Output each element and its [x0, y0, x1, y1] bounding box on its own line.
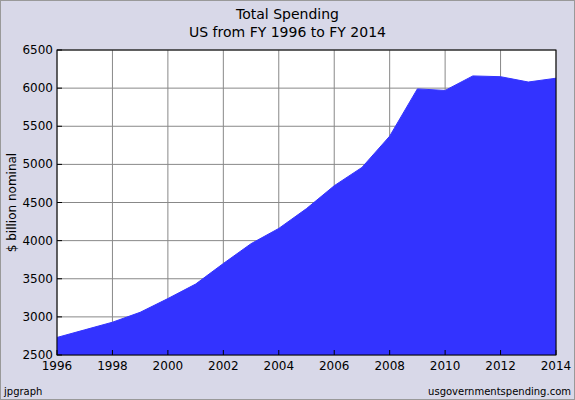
y-tick-label: 3500: [22, 272, 53, 286]
x-tick-label: 1996: [42, 359, 73, 373]
tick: [57, 278, 62, 279]
y-tick-label: 6000: [22, 81, 53, 95]
background: [1, 1, 575, 400]
y-tick-label: 4000: [22, 234, 53, 248]
x-tick-label: 2000: [153, 359, 184, 373]
tick: [112, 350, 113, 355]
tick: [57, 164, 62, 165]
tick: [57, 316, 62, 317]
x-tick-label: 2010: [430, 359, 461, 373]
credit: jpgraph: [3, 386, 42, 397]
x-tick-label: 1998: [97, 359, 128, 373]
subtitle: US from FY 1996 to FY 2014: [189, 24, 386, 40]
tick: [57, 240, 62, 241]
x-tick-label: 2004: [264, 359, 295, 373]
tick: [167, 350, 168, 355]
tick: [445, 350, 446, 355]
y-tick-label: 6500: [22, 43, 53, 57]
tick: [556, 350, 557, 355]
area: [57, 76, 556, 355]
tick: [57, 50, 62, 51]
x-tick-label: 2006: [319, 359, 350, 373]
y-tick-label: 4500: [22, 196, 53, 210]
y-tick-label: 5500: [22, 119, 53, 133]
tick: [57, 350, 58, 355]
tick: [57, 355, 62, 356]
grid-line: [112, 50, 113, 355]
y-axis-label: $ billion nominal: [5, 153, 19, 252]
x-tick-label: 2012: [485, 359, 516, 373]
x-tick-label: 2008: [374, 359, 405, 373]
tick: [223, 350, 224, 355]
tick: [57, 126, 62, 127]
plot-frame: [57, 50, 556, 355]
tick: [389, 350, 390, 355]
x-tick-label: 2014: [541, 359, 572, 373]
tick: [57, 202, 62, 203]
x-tick-label: 2002: [208, 359, 239, 373]
title: Total Spending: [235, 6, 339, 22]
y-tick-label: 3000: [22, 310, 53, 324]
tick: [500, 350, 501, 355]
plot-area: [57, 50, 556, 355]
tick: [57, 88, 62, 89]
source: usgovernmentspending.com: [428, 386, 571, 397]
y-tick-label: 5000: [22, 157, 53, 171]
data-group: [57, 76, 556, 355]
tick: [278, 350, 279, 355]
tick: [334, 350, 335, 355]
